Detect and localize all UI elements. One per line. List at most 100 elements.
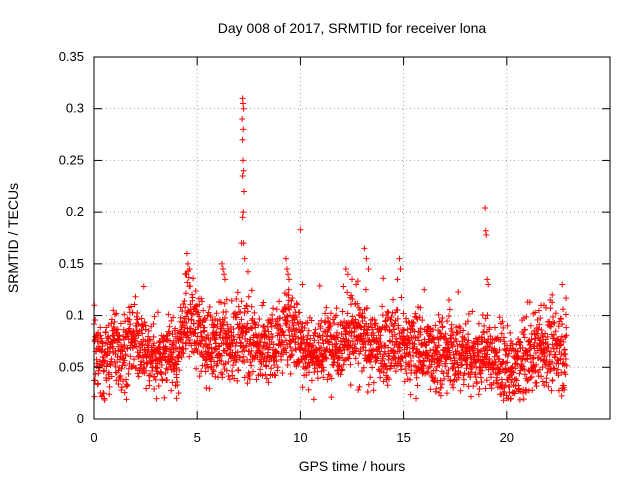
data-point (371, 317, 378, 324)
data-point (496, 347, 503, 354)
data-point (498, 330, 505, 337)
data-point (221, 314, 228, 321)
data-point (387, 316, 394, 323)
data-point (181, 297, 188, 304)
data-point (392, 368, 399, 375)
data-point (476, 386, 483, 393)
data-point (168, 317, 175, 324)
data-point (138, 315, 145, 322)
data-point (538, 373, 545, 380)
data-point (195, 309, 202, 316)
data-point (538, 327, 545, 334)
data-point (244, 268, 251, 275)
data-point (158, 362, 165, 369)
data-point (477, 374, 484, 381)
data-point (390, 296, 397, 303)
data-point (359, 367, 366, 374)
data-point (509, 390, 516, 397)
data-point (379, 303, 386, 310)
data-point (416, 314, 423, 321)
data-point (160, 338, 167, 345)
data-point (272, 372, 279, 379)
data-point (521, 366, 528, 373)
data-point (112, 351, 119, 358)
data-point (314, 375, 321, 382)
data-point (262, 371, 269, 378)
data-point (103, 363, 110, 370)
data-point (437, 392, 444, 399)
data-point (450, 332, 457, 339)
data-point (212, 373, 219, 380)
data-point (444, 318, 451, 325)
data-point (514, 348, 521, 355)
data-point (208, 363, 215, 370)
data-point (255, 322, 262, 329)
data-point (209, 317, 216, 324)
data-point (221, 300, 228, 307)
data-point (445, 366, 452, 373)
data-point (415, 337, 422, 344)
data-point (161, 394, 168, 401)
data-point (333, 305, 340, 312)
data-point (310, 396, 317, 403)
data-point (190, 320, 197, 327)
data-point (166, 330, 173, 337)
data-point (214, 360, 221, 367)
data-point (365, 381, 372, 388)
data-point (339, 366, 346, 373)
data-point (507, 329, 514, 336)
y-tick-label: 0.1 (66, 308, 84, 323)
data-point (245, 293, 252, 300)
data-point (385, 344, 392, 351)
data-point (316, 282, 323, 289)
data-point (557, 315, 564, 322)
data-point (273, 306, 280, 313)
data-point (530, 354, 537, 361)
data-point (413, 374, 420, 381)
data-point (220, 266, 226, 273)
data-point (283, 313, 290, 320)
data-point (154, 364, 161, 371)
data-point (185, 274, 192, 281)
data-point (482, 385, 489, 392)
data-point (360, 364, 367, 371)
data-point (286, 332, 293, 339)
data-point (521, 327, 528, 334)
data-point (549, 314, 556, 321)
data-point (337, 319, 344, 326)
data-point (289, 295, 296, 302)
data-point (245, 369, 252, 376)
data-point (342, 331, 349, 338)
data-point (208, 354, 215, 361)
data-point (394, 307, 401, 314)
data-point (484, 276, 491, 283)
data-point (563, 295, 570, 302)
data-point (443, 348, 450, 355)
data-point (311, 337, 318, 344)
x-tick-label: 0 (90, 430, 97, 445)
data-point (429, 336, 436, 343)
data-point (251, 309, 258, 316)
data-point (240, 105, 247, 112)
data-point (445, 344, 452, 351)
data-point (122, 352, 129, 359)
data-point (121, 342, 128, 349)
data-point (406, 361, 413, 368)
data-point (294, 301, 301, 308)
data-point (529, 387, 536, 394)
data-point (141, 364, 148, 371)
data-point (244, 308, 251, 315)
data-point (183, 319, 190, 326)
data-point (286, 337, 293, 344)
data-point (410, 320, 417, 327)
data-point (244, 320, 251, 327)
data-point (499, 318, 506, 325)
data-point (363, 255, 370, 262)
data-point (486, 355, 493, 362)
data-point (241, 347, 248, 354)
data-point (334, 334, 341, 341)
data-point (223, 367, 230, 374)
data-point (412, 395, 419, 402)
data-point (211, 335, 218, 342)
